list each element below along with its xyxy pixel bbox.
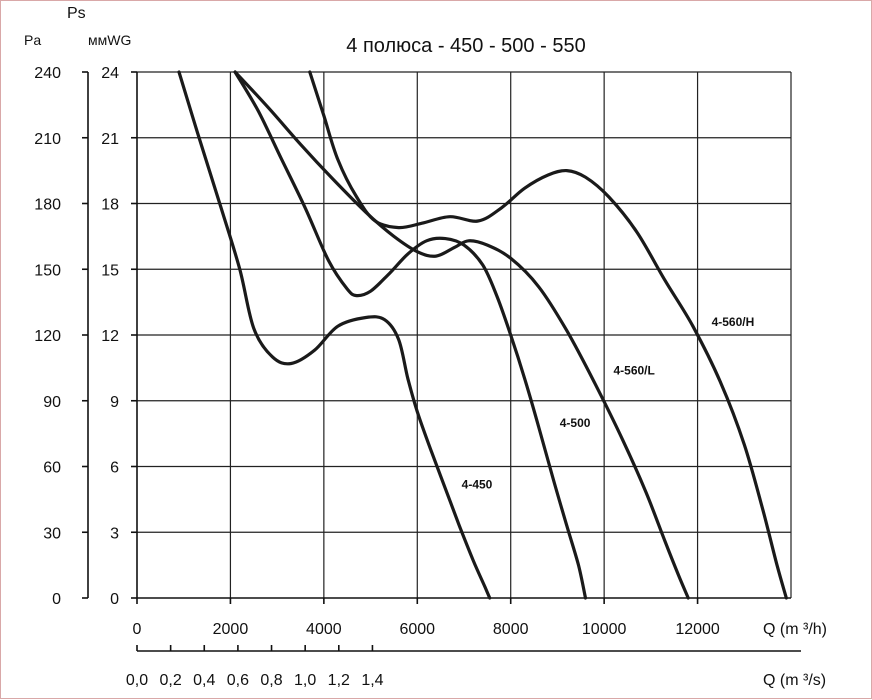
x2-tick-label: 1,0 xyxy=(294,672,316,689)
x2-tick-label: 0,6 xyxy=(227,672,249,689)
y-tick-label-mmwg: 6 xyxy=(110,460,119,477)
x2-tick-label: 0,4 xyxy=(193,672,215,689)
series-label-4-450: 4-450 xyxy=(462,477,493,491)
y-tick-label-mmwg: 9 xyxy=(110,394,119,411)
x-tick-label: 12000 xyxy=(675,621,720,638)
y-tick-label-mmwg: 3 xyxy=(110,525,119,542)
y-tick-label-pa: 60 xyxy=(43,460,61,477)
y-tick-label-pa: 90 xyxy=(43,394,61,411)
y-tick-label-pa: 240 xyxy=(34,65,61,82)
x2-tick-label: 1,2 xyxy=(328,672,350,689)
x-tick-label: 2000 xyxy=(213,621,249,638)
y-axis-title-ps: Ps xyxy=(67,5,86,22)
x-tick-label: 10000 xyxy=(582,621,627,638)
curve-4-560-l xyxy=(233,70,690,600)
chart-title: 4 полюса - 450 - 500 - 550 xyxy=(346,35,585,57)
y-tick-label-mmwg: 18 xyxy=(101,197,119,214)
curve-4-500 xyxy=(233,70,588,600)
series-label-4-500: 4-500 xyxy=(560,416,591,430)
curve-4-450 xyxy=(177,70,492,600)
axes xyxy=(82,71,801,652)
y-tick-label-mmwg: 0 xyxy=(110,591,119,608)
x-tick-label: 8000 xyxy=(493,621,529,638)
y-axis-unit-pa: Pa xyxy=(24,32,41,48)
x2-tick-label: 0,2 xyxy=(160,672,182,689)
series-labels: 4-450 4-500 4-560/L 4-560/H xyxy=(462,315,755,491)
y-tick-label-pa: 0 xyxy=(52,591,61,608)
y-tick-label-pa: 150 xyxy=(34,262,61,279)
x-tick-label: 0 xyxy=(133,621,142,638)
x-tick-label: 6000 xyxy=(399,621,435,638)
series-label-4-560-l: 4-560/L xyxy=(613,363,654,377)
curve-4-560-h xyxy=(308,70,788,600)
series-label-4-560-h: 4-560/H xyxy=(712,315,755,329)
fan-curves xyxy=(177,70,788,600)
x-axis-unit-m3s: Q (m ³/s) xyxy=(763,672,826,689)
y-tick-label-mmwg: 21 xyxy=(101,131,119,148)
y-tick-label-mmwg: 12 xyxy=(101,328,119,345)
x2-tick-label: 0,8 xyxy=(260,672,282,689)
x2-tick-label: 0,0 xyxy=(126,672,148,689)
y-tick-label-pa: 30 xyxy=(43,525,61,542)
y-tick-label-pa: 120 xyxy=(34,328,61,345)
y-tick-label-mmwg: 24 xyxy=(101,65,119,82)
y-axis-unit-mmwg: ммWG xyxy=(88,32,131,48)
x-tick-label: 4000 xyxy=(306,621,342,638)
x-axis-unit-m3h: Q (m ³/h) xyxy=(763,621,827,638)
y-tick-label-mmwg: 15 xyxy=(101,262,119,279)
x2-tick-label: 1,4 xyxy=(361,672,383,689)
y-tick-label-pa: 210 xyxy=(34,131,61,148)
y-tick-label-pa: 180 xyxy=(34,197,61,214)
grid xyxy=(137,71,792,598)
